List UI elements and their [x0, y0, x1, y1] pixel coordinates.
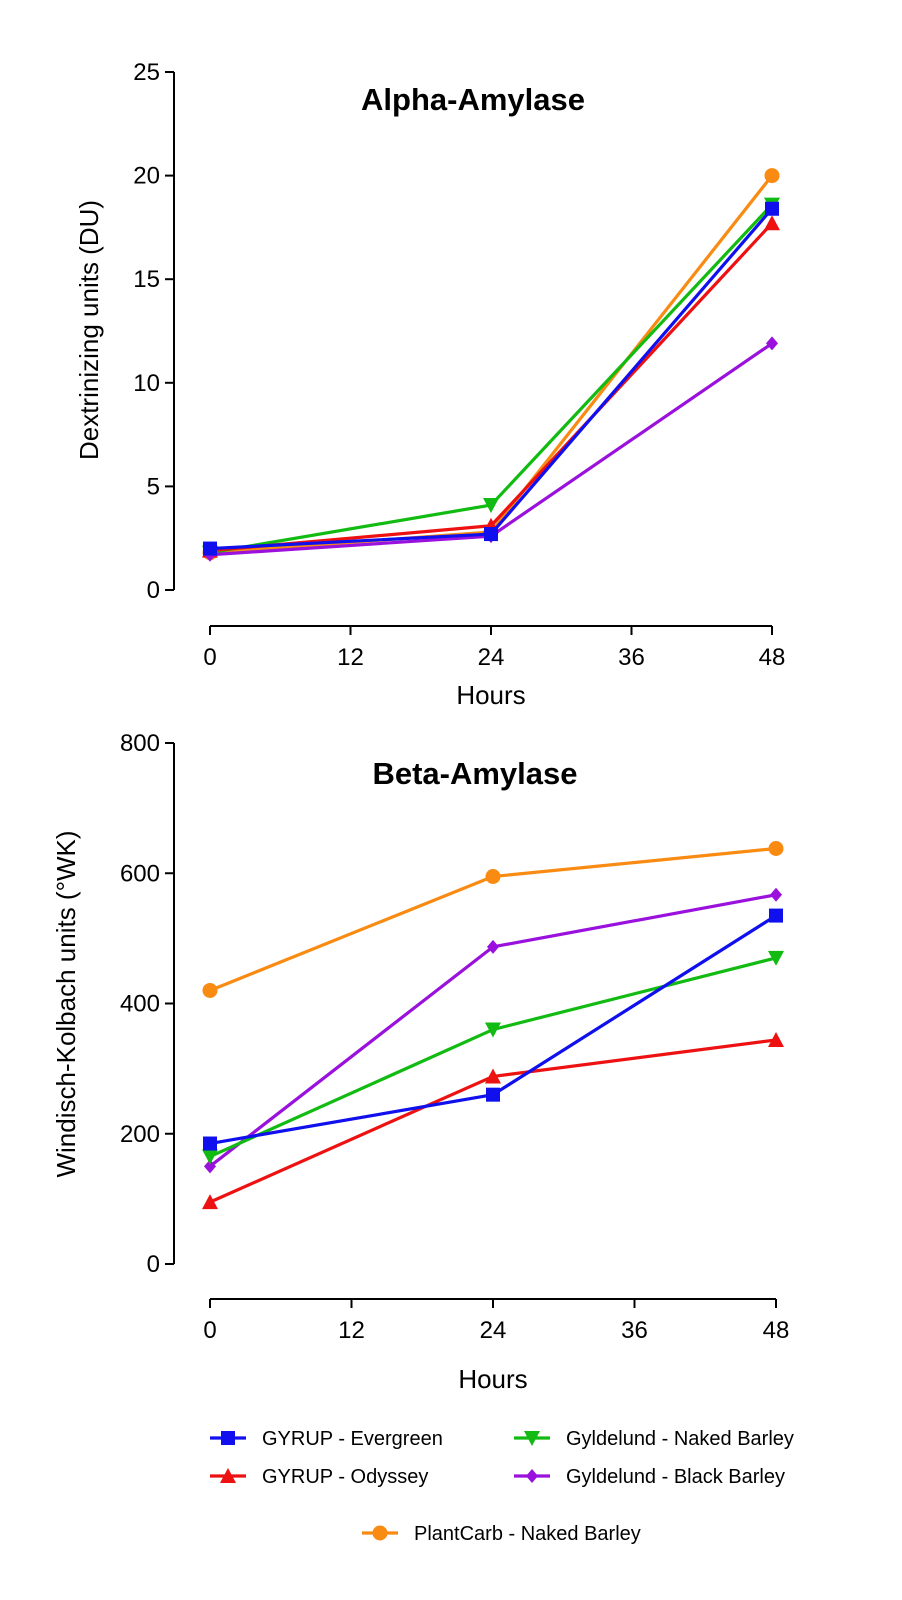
data-point: [483, 498, 499, 514]
data-point: [768, 1031, 784, 1047]
legend-item-gyrup-evergreen: GYRUP - Evergreen: [210, 1428, 443, 1450]
series-gyrup-odyssey: [202, 1031, 784, 1210]
series-gyldelund-naked-barley: [202, 950, 784, 1165]
series-line: [209, 207, 774, 551]
data-point: [764, 215, 780, 231]
y-tick-label: 15: [133, 266, 160, 293]
y-tick-label: 25: [133, 59, 160, 86]
series-line: [209, 1038, 777, 1204]
x-tick-label: 48: [763, 1317, 790, 1344]
legend-marker: [221, 1431, 235, 1445]
series-line: [209, 956, 777, 1159]
data-point: [764, 168, 780, 184]
y-tick-label: 20: [133, 163, 160, 190]
series-gyrup-evergreen: [203, 201, 779, 556]
x-tick-label: 12: [337, 644, 364, 671]
x-axis-label: Hours: [458, 1364, 527, 1394]
legend-item-gyldelund-black-barley: Gyldelund - Black Barley: [514, 1466, 785, 1488]
x-axis-label: Hours: [456, 680, 525, 710]
y-axis: 0 5 10 15 20 25: [133, 59, 175, 604]
legend-item-plantcarb-naked-barley: PlantCarb - Naked Barley: [362, 1523, 641, 1545]
legend-marker: [526, 1469, 538, 1483]
x-tick-label: 24: [480, 1317, 507, 1344]
chart-title: Alpha-Amylase: [361, 82, 585, 117]
y-axis: 0 200 400 600 800: [120, 730, 175, 1278]
x-tick-label: 48: [759, 644, 786, 671]
legend-label: Gyldelund - Naked Barley: [566, 1428, 794, 1450]
data-point: [484, 527, 498, 542]
beta-amylase-chart: Beta-Amylase 0 200 400 600 800 0 12 24 36 48 Hours W…: [51, 730, 789, 1394]
legend-label: Gyldelund - Black Barley: [566, 1466, 785, 1488]
legend-marker: [220, 1468, 236, 1483]
data-point: [485, 869, 501, 885]
series-plantcarb-naked-barley: [202, 841, 784, 998]
legend-marker: [372, 1525, 388, 1541]
data-point: [766, 336, 778, 351]
data-point: [203, 541, 217, 556]
data-point: [768, 950, 784, 966]
y-axis-label: Windisch-Kolbach units (°WK): [51, 830, 81, 1177]
x-axis: 0 12 24 36 48: [203, 1298, 790, 1344]
x-axis: 0 12 24 36 48: [203, 625, 786, 671]
y-tick-label: 800: [120, 730, 160, 757]
data-point: [770, 887, 782, 902]
x-tick-label: 0: [203, 644, 216, 671]
series-gyldelund-naked-barley: [202, 197, 780, 561]
data-point: [487, 939, 499, 954]
y-tick-label: 0: [147, 577, 160, 604]
y-tick-label: 200: [120, 1121, 160, 1148]
data-point: [204, 1159, 216, 1174]
chart-title: Beta-Amylase: [372, 756, 577, 791]
legend-item-gyldelund-naked-barley: Gyldelund - Naked Barley: [514, 1428, 794, 1450]
data-point: [485, 1068, 501, 1084]
series-gyldelund-black-barley: [204, 887, 782, 1174]
data-point: [202, 982, 218, 998]
data-point: [203, 1136, 217, 1151]
data-point: [202, 1194, 218, 1210]
data-point: [485, 1022, 501, 1038]
y-tick-label: 400: [120, 991, 160, 1018]
data-point: [768, 841, 784, 857]
data-point: [769, 908, 783, 923]
x-tick-label: 12: [338, 1317, 365, 1344]
series-gyrup-evergreen: [203, 908, 783, 1151]
y-tick-label: 600: [120, 860, 160, 887]
data-point: [202, 1149, 218, 1165]
legend-label: GYRUP - Odyssey: [262, 1466, 428, 1488]
legend-marker: [524, 1431, 540, 1446]
y-tick-label: 0: [147, 1251, 160, 1278]
data-point: [765, 201, 779, 216]
alpha-amylase-chart: Alpha-Amylase 0 5 10 15 20 25 0 12 24 36 48 Hours Dex…: [74, 59, 785, 710]
legend-item-gyrup-odyssey: GYRUP - Odyssey: [210, 1466, 428, 1488]
x-tick-label: 36: [618, 644, 645, 671]
y-tick-label: 5: [147, 473, 160, 500]
y-tick-label: 10: [133, 370, 160, 397]
legend-label: GYRUP - Evergreen: [262, 1428, 443, 1450]
x-tick-label: 24: [478, 644, 505, 671]
x-tick-label: 0: [203, 1317, 216, 1344]
x-tick-label: 36: [621, 1317, 648, 1344]
legend: GYRUP - Evergreen GYRUP - Odyssey Gyldelun…: [210, 1428, 794, 1545]
data-point: [486, 1087, 500, 1102]
series-line: [209, 174, 774, 555]
y-axis-label: Dextrinizing units (DU): [74, 200, 104, 460]
legend-label: PlantCarb - Naked Barley: [414, 1523, 641, 1545]
